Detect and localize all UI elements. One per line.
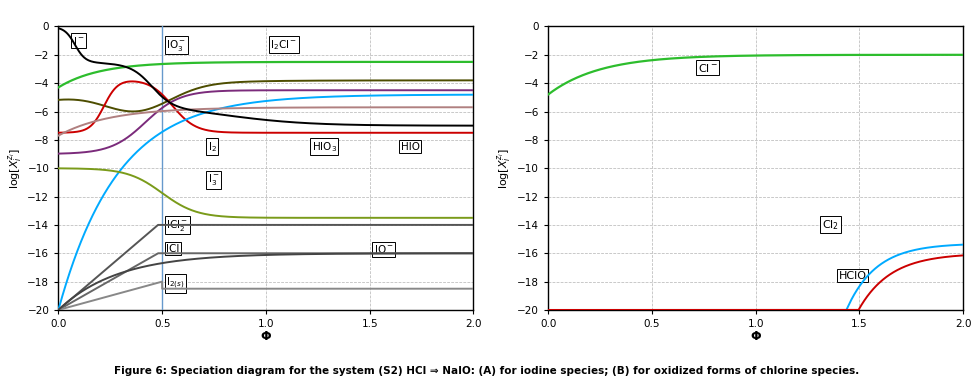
- Text: IO$_3^-$: IO$_3^-$: [166, 38, 187, 53]
- X-axis label: Φ: Φ: [261, 330, 271, 343]
- Text: ICl: ICl: [166, 244, 180, 254]
- Text: IO$^-$: IO$^-$: [374, 243, 394, 255]
- X-axis label: Φ: Φ: [750, 330, 761, 343]
- Y-axis label: log[$X_i^{z_i}$]: log[$X_i^{z_i}$]: [496, 147, 515, 189]
- Text: Figure 6: Speciation diagram for the system (S2) HCl ⇒ NaIO: (A) for iodine spec: Figure 6: Speciation diagram for the sys…: [114, 366, 859, 376]
- Text: I$_2$: I$_2$: [208, 140, 217, 153]
- Text: Cl$_2$: Cl$_2$: [822, 218, 840, 232]
- Text: I$_3^-$: I$_3^-$: [208, 172, 220, 187]
- Text: Cl$^-$: Cl$^-$: [698, 62, 718, 74]
- Text: HIO$_3$: HIO$_3$: [311, 140, 337, 153]
- Text: HClO: HClO: [839, 271, 867, 281]
- Text: I$_{2(s)}$: I$_{2(s)}$: [166, 276, 185, 291]
- Y-axis label: log[$X_i^{z_i}$]: log[$X_i^{z_i}$]: [7, 147, 24, 189]
- Text: I$^-$: I$^-$: [73, 35, 85, 47]
- Text: HIO: HIO: [401, 142, 419, 152]
- Text: ICl$_2^-$: ICl$_2^-$: [166, 218, 189, 233]
- Text: I$_2$Cl$^-$: I$_2$Cl$^-$: [270, 38, 297, 51]
